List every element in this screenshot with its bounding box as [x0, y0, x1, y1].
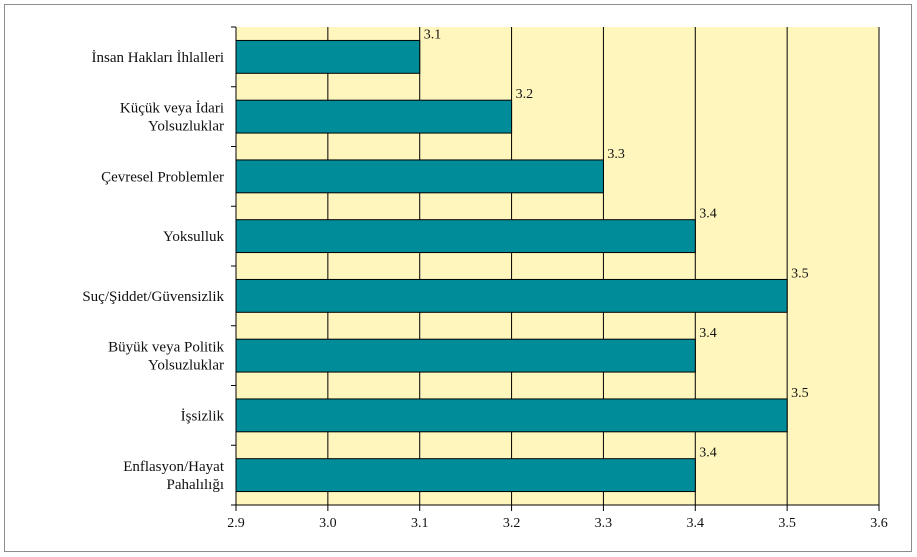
category-label: Küçük veya İdari Yolsuzluklar — [120, 101, 224, 135]
category-label: İnsan Hakları İhlalleri — [92, 50, 224, 66]
bar — [235, 39, 421, 74]
data-label: 3.4 — [699, 326, 717, 341]
category-label: Yoksulluk — [163, 229, 225, 245]
x-tick-label: 3.0 — [319, 516, 337, 531]
bars — [235, 39, 788, 493]
data-label: 3.4 — [699, 446, 717, 461]
x-tick-label: 3.2 — [503, 516, 521, 531]
data-label: 3.2 — [516, 87, 534, 102]
bar — [235, 99, 513, 134]
category-label: Enflasyon/Hayat Pahalılığı — [123, 459, 225, 493]
data-label: 3.1 — [424, 27, 442, 42]
plot-background — [236, 27, 879, 505]
bar — [235, 219, 696, 254]
plot-area — [236, 27, 879, 505]
bar — [235, 159, 604, 194]
category-label: Çevresel Problemler — [101, 169, 224, 185]
x-tick-label: 3.6 — [870, 516, 888, 531]
x-tick-label: 3.3 — [595, 516, 613, 531]
x-tick-label: 3.5 — [778, 516, 796, 531]
x-tick-label: 2.9 — [227, 516, 245, 531]
x-axis-ticks: 2.9 3.0 3.1 3.2 3.3 3.4 3.5 3.6 — [227, 505, 888, 531]
data-label: 3.5 — [791, 386, 809, 401]
category-label: Büyük veya Politik Yolsuzluklar — [108, 340, 224, 374]
value-labels: 3.1 3.2 3.3 3.4 3.5 3.4 3.5 3.4 — [424, 27, 809, 460]
category-label: İşsizlik — [181, 408, 225, 424]
x-tick-label: 3.1 — [411, 516, 429, 531]
category-label: Suç/Şiddet/Güvensizlik — [82, 289, 224, 305]
bar — [235, 398, 788, 433]
data-label: 3.4 — [699, 207, 717, 222]
category-labels: İnsan Hakları İhlalleri Küçük veya İdari Y… — [82, 26, 236, 506]
bar — [235, 338, 696, 373]
bar — [235, 458, 696, 493]
data-label: 3.3 — [607, 147, 625, 162]
data-label: 3.5 — [791, 266, 809, 281]
x-tick-label: 3.4 — [687, 516, 705, 531]
bar — [235, 278, 788, 313]
